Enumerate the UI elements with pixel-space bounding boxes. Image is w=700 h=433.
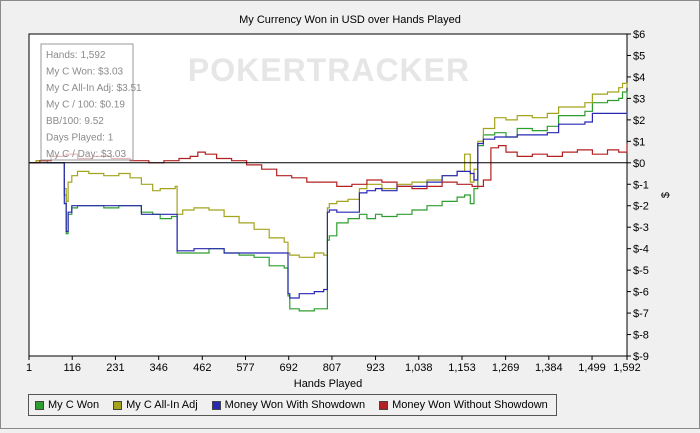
y-tick-label: $4: [633, 72, 645, 84]
stats-line: BB/100: 9.52: [46, 116, 104, 127]
stats-line: My C / 100: $0.19: [46, 100, 125, 111]
y-tick-label: $-5: [633, 265, 649, 277]
y-tick-label: $-3: [633, 222, 649, 234]
x-tick-label: 1,153: [448, 362, 476, 374]
y-tick-label: $3: [633, 93, 645, 105]
stats-box-frame: [40, 43, 134, 161]
x-tick-label: 1,499: [578, 362, 606, 374]
x-tick-label: 346: [149, 362, 167, 374]
x-tick-label: 116: [63, 362, 81, 374]
y-tick-label: $-8: [633, 330, 649, 342]
x-tick-label: 1,592: [613, 362, 641, 374]
chart-title: My Currency Won in USD over Hands Played: [239, 14, 461, 26]
legend-swatch-without-showdown: [379, 400, 389, 410]
y-tick-label: $-4: [633, 244, 649, 256]
stats-line: My C Won: $3.03: [46, 67, 124, 78]
legend-label: My C All-In Adj: [126, 399, 198, 411]
x-axis: 1 116 231 346 462 577 692 807 923 1,038 1,153 1,269…: [26, 356, 641, 374]
x-tick-label: 577: [236, 362, 254, 374]
legend-swatch-my-c-won: [35, 400, 44, 410]
y-tick-label: $0: [633, 158, 645, 170]
x-tick-label: 1,038: [405, 362, 433, 374]
series-line-my-c-all-in-adj: [29, 82, 628, 258]
x-tick-label: 1,269: [492, 362, 520, 374]
series-layer: [29, 82, 628, 312]
legend-item-with-showdown: Money Won With Showdown: [211, 399, 366, 411]
y-tick-label: $-7: [633, 308, 649, 320]
x-tick-label: 231: [106, 362, 124, 374]
stats-box: Hands: 1,592 My C Won: $3.03 My C All-In A…: [40, 43, 142, 161]
series-line-money-won-with-showdown: [29, 112, 628, 299]
x-tick-label: 692: [280, 362, 298, 374]
y-tick-label: $6: [633, 29, 645, 41]
x-axis-label: Hands Played: [294, 378, 363, 390]
x-tick-label: 1,384: [535, 362, 563, 374]
stats-line: My C All-In Adj: $3.51: [46, 83, 142, 94]
legend-label: Money Won With Showdown: [224, 399, 366, 411]
y-tick-label: $-2: [633, 201, 649, 213]
legend-label: Money Won Without Showdown: [392, 399, 548, 411]
legend-swatch-all-in-adj: [113, 400, 123, 410]
legend-item-my-c-won: My C Won: [35, 399, 99, 411]
watermark-logo: POKERTRACKER: [188, 52, 470, 88]
y-tick-label: $-1: [633, 179, 649, 191]
legend-item-all-in-adj: My C All-In Adj: [113, 399, 198, 411]
legend: My C Won My C All-In Adj Money Won With …: [28, 394, 557, 416]
series-line-money-won-without-showdown: [29, 143, 628, 190]
stats-line: My C / Day: $3.03: [46, 149, 126, 160]
x-tick-label: 807: [323, 362, 341, 374]
y-tick-label: $-9: [633, 351, 649, 363]
x-tick-label: 1: [26, 362, 32, 374]
y-tick-label: $5: [633, 50, 645, 62]
y-tick-label: $-6: [633, 287, 649, 299]
legend-item-without-showdown: Money Won Without Showdown: [379, 399, 548, 411]
stats-line: Hands: 1,592: [46, 50, 106, 61]
x-tick-label: 923: [366, 362, 384, 374]
x-tick-label: 462: [193, 362, 211, 374]
y-tick-label: $2: [633, 115, 645, 127]
y-axis-label: $: [660, 192, 672, 198]
stats-line: Days Played: 1: [46, 133, 114, 144]
y-tick-label: $1: [633, 136, 645, 148]
y-axis: $6 $5 $4 $3 $2 $1 $0 $-1 $-2 $-3 $-4 $-5 $-6 $-7 $-8 $-…: [627, 29, 649, 363]
series-line-my-c-won: [29, 91, 628, 312]
legend-label: My C Won: [48, 399, 100, 411]
legend-swatch-with-showdown: [211, 400, 221, 410]
